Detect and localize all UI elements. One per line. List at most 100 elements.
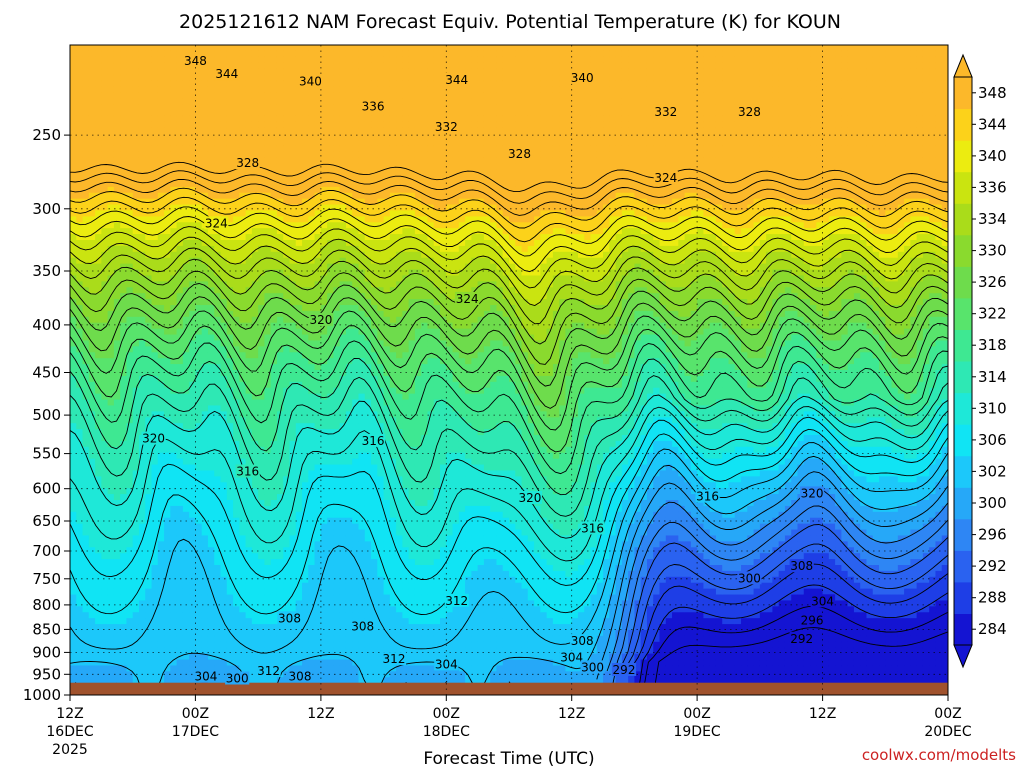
y-tick-label: 350 <box>32 262 61 280</box>
contour-label: 308 <box>351 620 375 634</box>
y-tick-label: 800 <box>32 596 61 614</box>
contour-label: 324 <box>455 292 479 306</box>
colorbar-bottom-arrow <box>954 645 972 667</box>
colorbar-swatch <box>954 109 972 141</box>
colorbar-swatch <box>954 550 972 582</box>
colorbar-swatch <box>954 582 972 614</box>
colorbar-swatch <box>954 77 972 109</box>
y-tick-label: 300 <box>32 200 61 218</box>
contour-label: 312 <box>445 594 469 608</box>
x-tick-label: 00Z <box>934 706 961 722</box>
contour-label: 324 <box>204 216 228 230</box>
colorbar-top-arrow <box>954 55 972 77</box>
contour-label: 316 <box>236 465 260 479</box>
colorbar-swatch <box>954 140 972 172</box>
contour-label: 304 <box>194 669 218 683</box>
colorbar-swatch <box>954 613 972 645</box>
contour-label: 300 <box>737 571 761 585</box>
contour-label: 332 <box>434 120 458 134</box>
contour-label: 324 <box>654 171 678 185</box>
terrain-ground <box>70 683 948 695</box>
y-tick-label: 900 <box>32 643 61 661</box>
colorbar-tick-label: 288 <box>978 589 1007 607</box>
contour-label: 320 <box>309 313 333 327</box>
colorbar-swatch <box>954 456 972 488</box>
contour-label: 312 <box>257 664 281 678</box>
contour-label: 340 <box>298 75 322 89</box>
contour-label: 320 <box>142 432 166 446</box>
colorbar-tick-label: 302 <box>978 462 1007 480</box>
colorbar-tick-label: 348 <box>978 84 1007 102</box>
y-tick-label: 550 <box>32 445 61 463</box>
colorbar-swatch <box>954 203 972 235</box>
contour-label: 308 <box>790 559 814 573</box>
colorbar-swatch <box>954 393 972 425</box>
colorbar-tick-label: 296 <box>978 526 1007 544</box>
colorbar-swatch <box>954 519 972 551</box>
x-tick-date: 16DEC <box>46 724 93 740</box>
contour-label: 292 <box>612 663 636 677</box>
x-tick-label: 12Z <box>307 706 334 722</box>
contour-label: 316 <box>696 490 720 504</box>
colorbar-tick-label: 306 <box>978 431 1007 449</box>
x-tick-label: 12Z <box>558 706 585 722</box>
contour-label: 308 <box>288 669 312 683</box>
contour-label: 300 <box>225 672 249 686</box>
x-tick-year: 2025 <box>52 742 88 758</box>
contour-label: 308 <box>277 611 301 625</box>
contour-label: 328 <box>507 147 531 161</box>
contour-label: 296 <box>800 614 824 628</box>
colorbar-tick-label: 336 <box>978 178 1007 196</box>
contour-label: 308 <box>570 634 594 648</box>
contour-label: 340 <box>570 71 594 85</box>
contour-label: 344 <box>215 67 239 81</box>
contour-label: 344 <box>445 73 469 87</box>
colorbar-tick-label: 344 <box>978 115 1007 133</box>
contour-label: 304 <box>811 594 835 608</box>
colorbar-tick-label: 300 <box>978 494 1007 512</box>
y-tick-label: 850 <box>32 620 61 638</box>
colorbar-tick-label: 340 <box>978 147 1007 165</box>
colorbar-tick-label: 310 <box>978 399 1007 417</box>
x-tick-date: 17DEC <box>172 724 219 740</box>
x-tick-date: 20DEC <box>924 724 971 740</box>
colorbar-tick-label: 292 <box>978 557 1007 575</box>
y-tick-label: 450 <box>32 364 61 382</box>
x-tick-date: 18DEC <box>423 724 470 740</box>
contour-label: 320 <box>800 486 824 500</box>
colorbar-tick-label: 284 <box>978 620 1007 638</box>
x-axis-label: Forecast Time (UTC) <box>423 749 594 768</box>
colorbar-swatch <box>954 424 972 456</box>
colorbar: 284 288 292 296 300 302 306 310 314 318 322 326 330 3… <box>954 55 1007 667</box>
y-tick-label: 750 <box>32 570 61 588</box>
x-tick-date: 19DEC <box>673 724 720 740</box>
contour-label: 348 <box>183 54 207 68</box>
contour-label: 300 <box>581 660 605 674</box>
contour-label: 336 <box>361 100 385 114</box>
contour-label: 328 <box>236 156 260 170</box>
colorbar-swatch <box>954 235 972 267</box>
colorbar-swatch <box>954 487 972 519</box>
x-tick-label: 00Z <box>683 706 710 722</box>
y-axis: 2503003504004505005506006507007508008509… <box>23 126 70 704</box>
contour-label: 316 <box>581 521 605 535</box>
y-tick-label: 600 <box>32 480 61 498</box>
colorbar-tick-label: 334 <box>978 210 1007 228</box>
contour-label: 304 <box>434 657 458 671</box>
colorbar-tick-label: 314 <box>978 368 1007 386</box>
contour-label: 332 <box>654 105 678 119</box>
y-tick-label: 250 <box>32 126 61 144</box>
colorbar-swatch <box>954 361 972 393</box>
colorbar-tick-label: 318 <box>978 336 1007 354</box>
y-tick-label: 1000 <box>23 686 61 704</box>
colorbar-tick-label: 330 <box>978 242 1007 260</box>
plot-area: 348 344 340 344 340 336 332 328 332 328 328 324 324 3… <box>70 45 949 696</box>
x-tick-label: 00Z <box>182 706 209 722</box>
colorbar-tick-label: 322 <box>978 305 1007 323</box>
x-tick-label: 12Z <box>809 706 836 722</box>
colorbar-tick-label: 326 <box>978 273 1007 291</box>
colorbar-swatch <box>954 298 972 330</box>
chart-title: 2025121612 NAM Forecast Equiv. Potential… <box>179 11 841 33</box>
contour-label: 328 <box>737 105 761 119</box>
